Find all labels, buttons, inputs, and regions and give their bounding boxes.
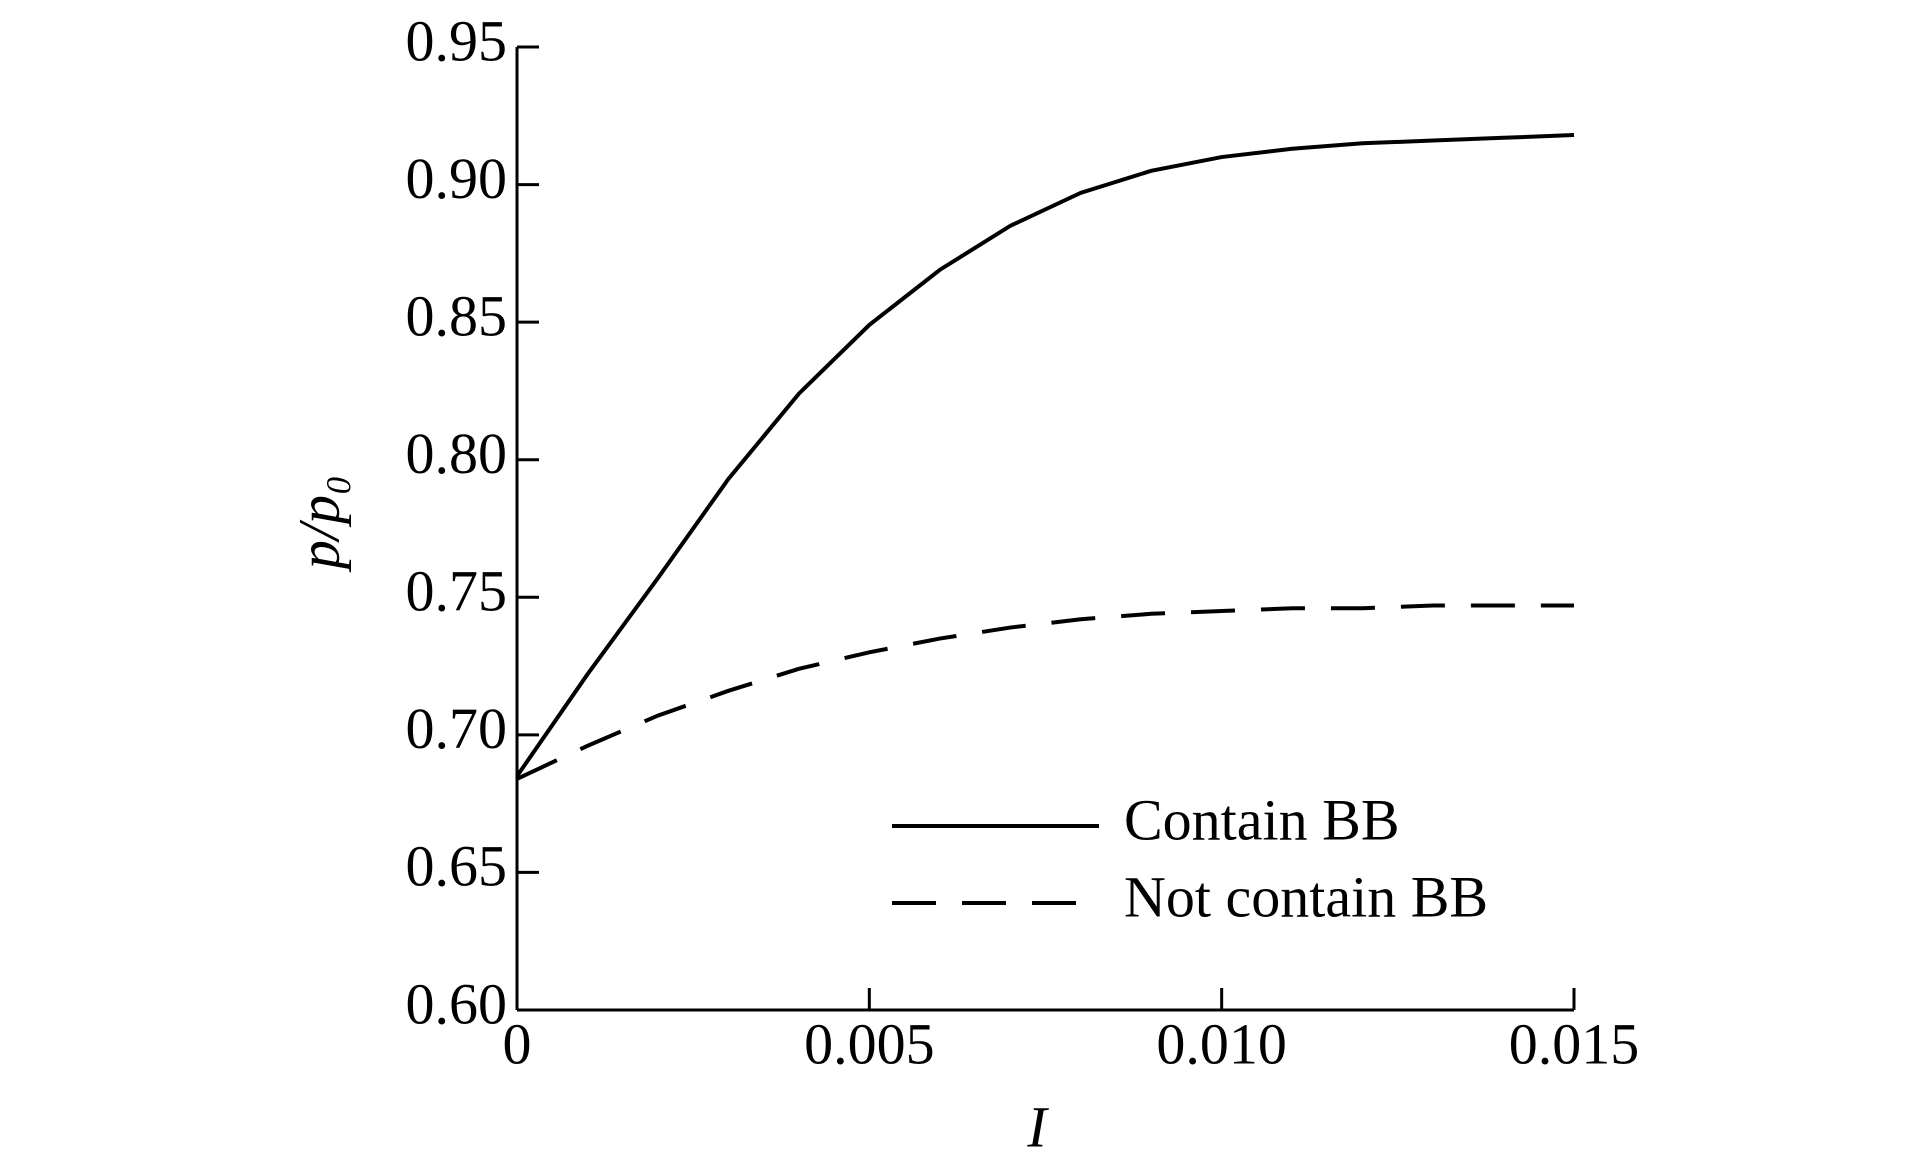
series-line (515, 133, 1575, 778)
y-tick-label: 0.75 (406, 559, 508, 624)
y-tick-label: 0.90 (406, 146, 508, 211)
x-tick-label: 0 (503, 1011, 532, 1076)
x-axis-label: I (1026, 1094, 1049, 1159)
legend-label: Not contain BB (1124, 864, 1488, 929)
y-axis-label: p/p₀ (286, 475, 351, 573)
legend-label: Contain BB (1124, 787, 1400, 852)
y-tick-label: 0.60 (406, 971, 508, 1036)
y-tick-label: 0.65 (406, 834, 508, 899)
y-tick-label: 0.95 (406, 8, 508, 73)
y-tick-label: 0.85 (406, 283, 508, 348)
y-tick-label: 0.70 (406, 696, 508, 761)
series-line (516, 603, 1574, 781)
x-tick-label: 0.015 (1509, 1011, 1640, 1076)
x-tick-label: 0.005 (804, 1011, 935, 1076)
x-tick-label: 0.010 (1156, 1011, 1287, 1076)
y-tick-label: 0.80 (406, 421, 508, 486)
